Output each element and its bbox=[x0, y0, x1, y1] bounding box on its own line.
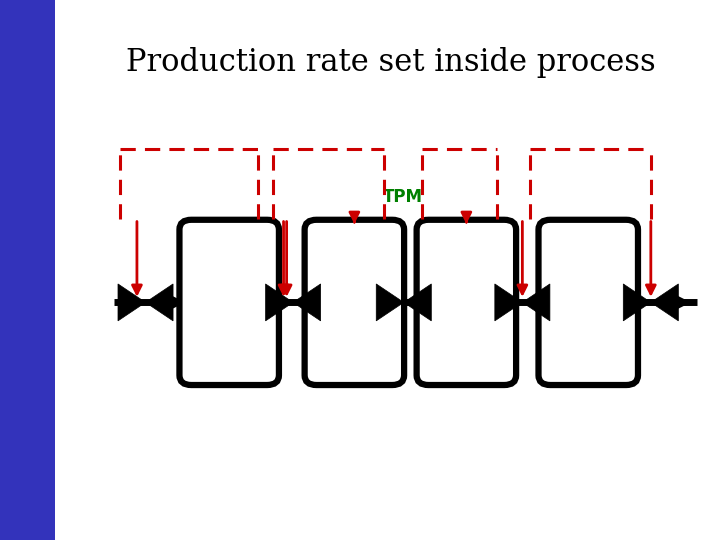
Polygon shape bbox=[145, 284, 173, 321]
Polygon shape bbox=[522, 284, 550, 321]
Polygon shape bbox=[266, 284, 293, 321]
Text: 51: 51 bbox=[17, 503, 37, 517]
FancyBboxPatch shape bbox=[6, 3, 49, 105]
Polygon shape bbox=[624, 284, 651, 321]
Text: Production rate set inside process: Production rate set inside process bbox=[126, 46, 655, 78]
Polygon shape bbox=[495, 284, 522, 321]
Polygon shape bbox=[651, 284, 678, 321]
Polygon shape bbox=[118, 284, 145, 321]
Polygon shape bbox=[293, 284, 320, 321]
Text: TPM: TPM bbox=[382, 188, 423, 206]
FancyBboxPatch shape bbox=[539, 220, 638, 385]
Polygon shape bbox=[404, 284, 431, 321]
FancyBboxPatch shape bbox=[417, 220, 516, 385]
FancyBboxPatch shape bbox=[305, 220, 404, 385]
Text: NTNU: NTNU bbox=[19, 187, 36, 245]
Circle shape bbox=[21, 0, 34, 119]
Polygon shape bbox=[377, 284, 404, 321]
FancyBboxPatch shape bbox=[179, 220, 279, 385]
